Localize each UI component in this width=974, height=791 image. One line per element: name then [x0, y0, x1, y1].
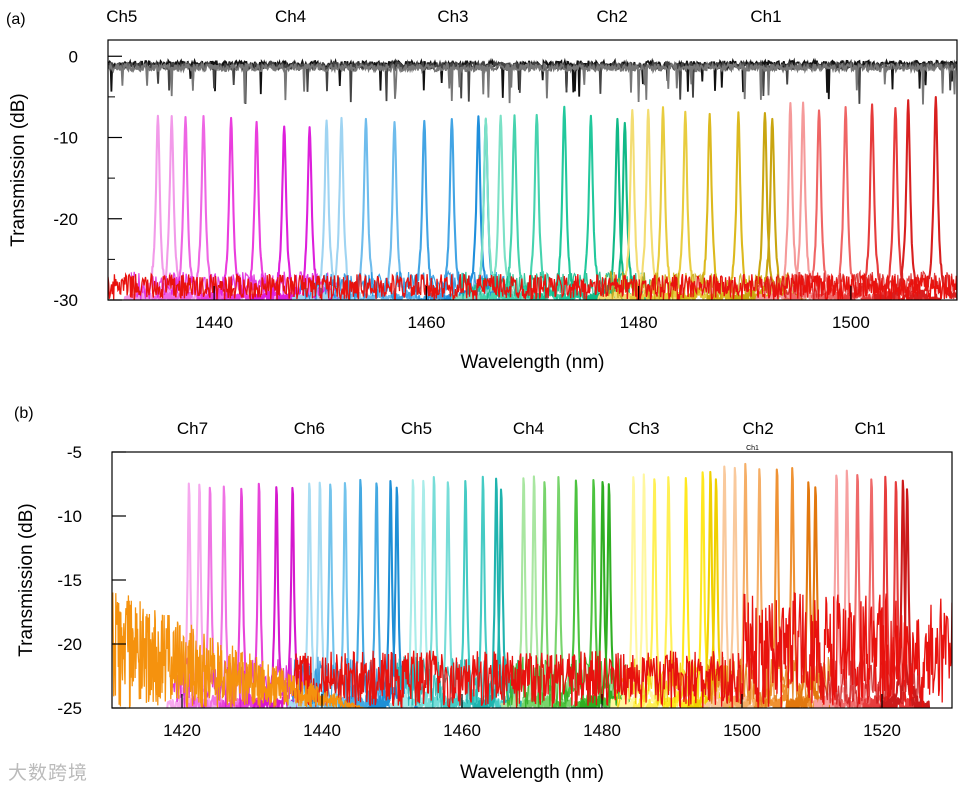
noise-trace-red — [293, 592, 952, 708]
y-axis-label: Transmission (dB) — [8, 93, 29, 246]
x-tick-label: 1500 — [723, 721, 761, 740]
x-tick-label: 1460 — [443, 721, 481, 740]
drop-peak — [466, 114, 535, 300]
noise-trace-red — [108, 272, 957, 300]
y-tick-label: -15 — [57, 571, 82, 590]
panel-label: (a) — [6, 11, 26, 28]
drop-peak — [753, 468, 800, 708]
plot-area — [108, 57, 957, 300]
small-annotation: Ch1 — [746, 445, 759, 452]
series-ch3 — [451, 105, 660, 300]
drop-peak — [736, 468, 783, 708]
x-tick-label: 1420 — [163, 721, 201, 740]
y-tick-label: 0 — [69, 47, 78, 66]
channel-label-ch5: Ch5 — [106, 7, 137, 26]
noise-floor — [818, 657, 926, 708]
channel-label-ch5: Ch5 — [401, 419, 432, 438]
watermark: 大数跨境 — [8, 762, 89, 784]
drop-peak — [872, 481, 919, 708]
series-ch5 — [123, 114, 344, 300]
drop-peak — [460, 475, 506, 708]
y-tick-label: -20 — [57, 635, 82, 654]
channel-label-ch3: Ch3 — [437, 7, 468, 26]
drop-peak — [442, 479, 489, 708]
drop-peak — [901, 95, 957, 300]
drop-peak — [610, 476, 657, 708]
y-tick-label: -5 — [67, 443, 82, 462]
through-port-trace — [108, 60, 957, 105]
y-tick-label: -10 — [57, 507, 82, 526]
chart-panel-b: -5 -10 -15 -20 -25 1420 1440 1460 1480 1500 1520 Wa… — [14, 405, 953, 783]
y-tick-label: -10 — [53, 129, 78, 148]
channel-label-ch4: Ch4 — [513, 419, 544, 438]
channel-label-ch1: Ch1 — [750, 7, 781, 26]
y-axis-label: Transmission (dB) — [16, 503, 37, 656]
channel-label-ch1: Ch1 — [855, 419, 886, 438]
x-tick-label: 1480 — [620, 313, 658, 332]
drop-peak — [862, 475, 909, 708]
x-tick-label: 1440 — [303, 721, 341, 740]
channel-label-ch6: Ch6 — [294, 419, 325, 438]
drop-peak — [679, 471, 726, 708]
drop-peak — [873, 99, 942, 300]
drop-peak — [823, 469, 871, 708]
noise-floor — [706, 656, 833, 708]
x-tick-label: 1460 — [407, 313, 445, 332]
chart-panel-a: 0 -10 -20 -30 1440 1460 1480 1500 Wavelength (nm… — [6, 7, 958, 373]
drop-peak — [645, 476, 692, 708]
plot-area — [112, 462, 952, 708]
channel-label-ch7: Ch7 — [177, 419, 208, 438]
x-axis-label: Wavelength (nm) — [460, 762, 604, 783]
series-ch2 — [597, 106, 807, 300]
drop-peak — [768, 101, 838, 300]
panel-label: (b) — [14, 405, 34, 422]
y-tick-label: -20 — [53, 210, 78, 229]
x-axis-label: Wavelength (nm) — [461, 352, 605, 373]
x-tick-label: 1520 — [863, 721, 901, 740]
x-tick-label: 1480 — [583, 721, 621, 740]
axes-frame — [107, 39, 958, 301]
y-tick-label: -30 — [53, 291, 78, 310]
channel-label-ch2: Ch2 — [743, 419, 774, 438]
channel-label-ch3: Ch3 — [628, 419, 659, 438]
drop-peak — [769, 467, 816, 708]
x-tick-label: 1440 — [195, 313, 233, 332]
drop-peak — [353, 482, 400, 708]
y-tick-label: -25 — [57, 699, 82, 718]
drop-peak — [837, 103, 907, 300]
drop-peak — [186, 486, 234, 708]
x-tick-label: 1500 — [832, 313, 870, 332]
channel-label-ch4: Ch4 — [275, 7, 306, 26]
channel-label-ch2: Ch2 — [597, 7, 628, 26]
